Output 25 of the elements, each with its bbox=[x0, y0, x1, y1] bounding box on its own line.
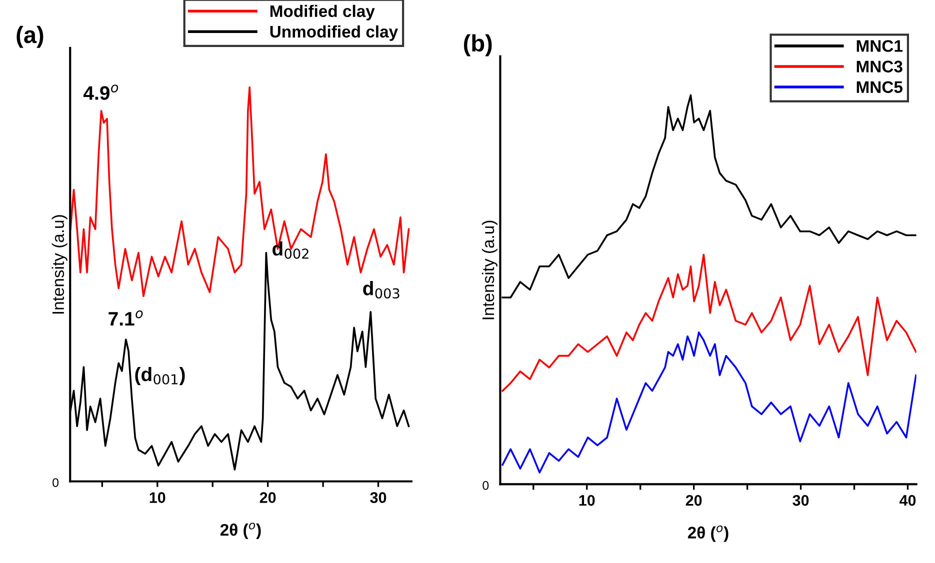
annotation: d$_{003}$ bbox=[363, 281, 400, 299]
legend-label: MNC5 bbox=[856, 81, 903, 93]
x-tick-label: 30 bbox=[792, 495, 809, 506]
chart-title: (b) bbox=[464, 34, 492, 56]
chart-title: (a) bbox=[16, 26, 44, 48]
legend-label: MNC3 bbox=[856, 60, 902, 72]
annotation: (d$_{001}$) bbox=[135, 366, 185, 386]
x-axis-title: 2θ ($^{o}$) bbox=[688, 526, 728, 542]
x-tick-label: 20 bbox=[686, 495, 702, 506]
y-axis-title: Intensity (a.u) bbox=[52, 215, 68, 314]
annotation: 4.9$^{o}$ bbox=[83, 84, 118, 100]
legend-label: MNC1 bbox=[856, 40, 903, 52]
x-tick-label: 30 bbox=[370, 492, 386, 504]
annotation: d$_{002}$ bbox=[272, 241, 308, 259]
x-tick-label: 40 bbox=[899, 495, 916, 506]
y-axis-title: Intensity (a.u) bbox=[482, 220, 498, 320]
x-tick-label: 20 bbox=[260, 492, 276, 504]
text: 0 bbox=[52, 478, 59, 488]
x-tick-label: 10 bbox=[579, 495, 595, 506]
annotation: 7.1$^{o}$ bbox=[108, 310, 143, 326]
text: 0 bbox=[482, 481, 489, 490]
legend-label: Modified clay bbox=[270, 4, 375, 20]
x-tick-label: 10 bbox=[150, 492, 166, 504]
legend-label: Unmodified clay bbox=[270, 25, 398, 41]
x-axis-title: 2θ ($^{o}$) bbox=[220, 522, 261, 540]
